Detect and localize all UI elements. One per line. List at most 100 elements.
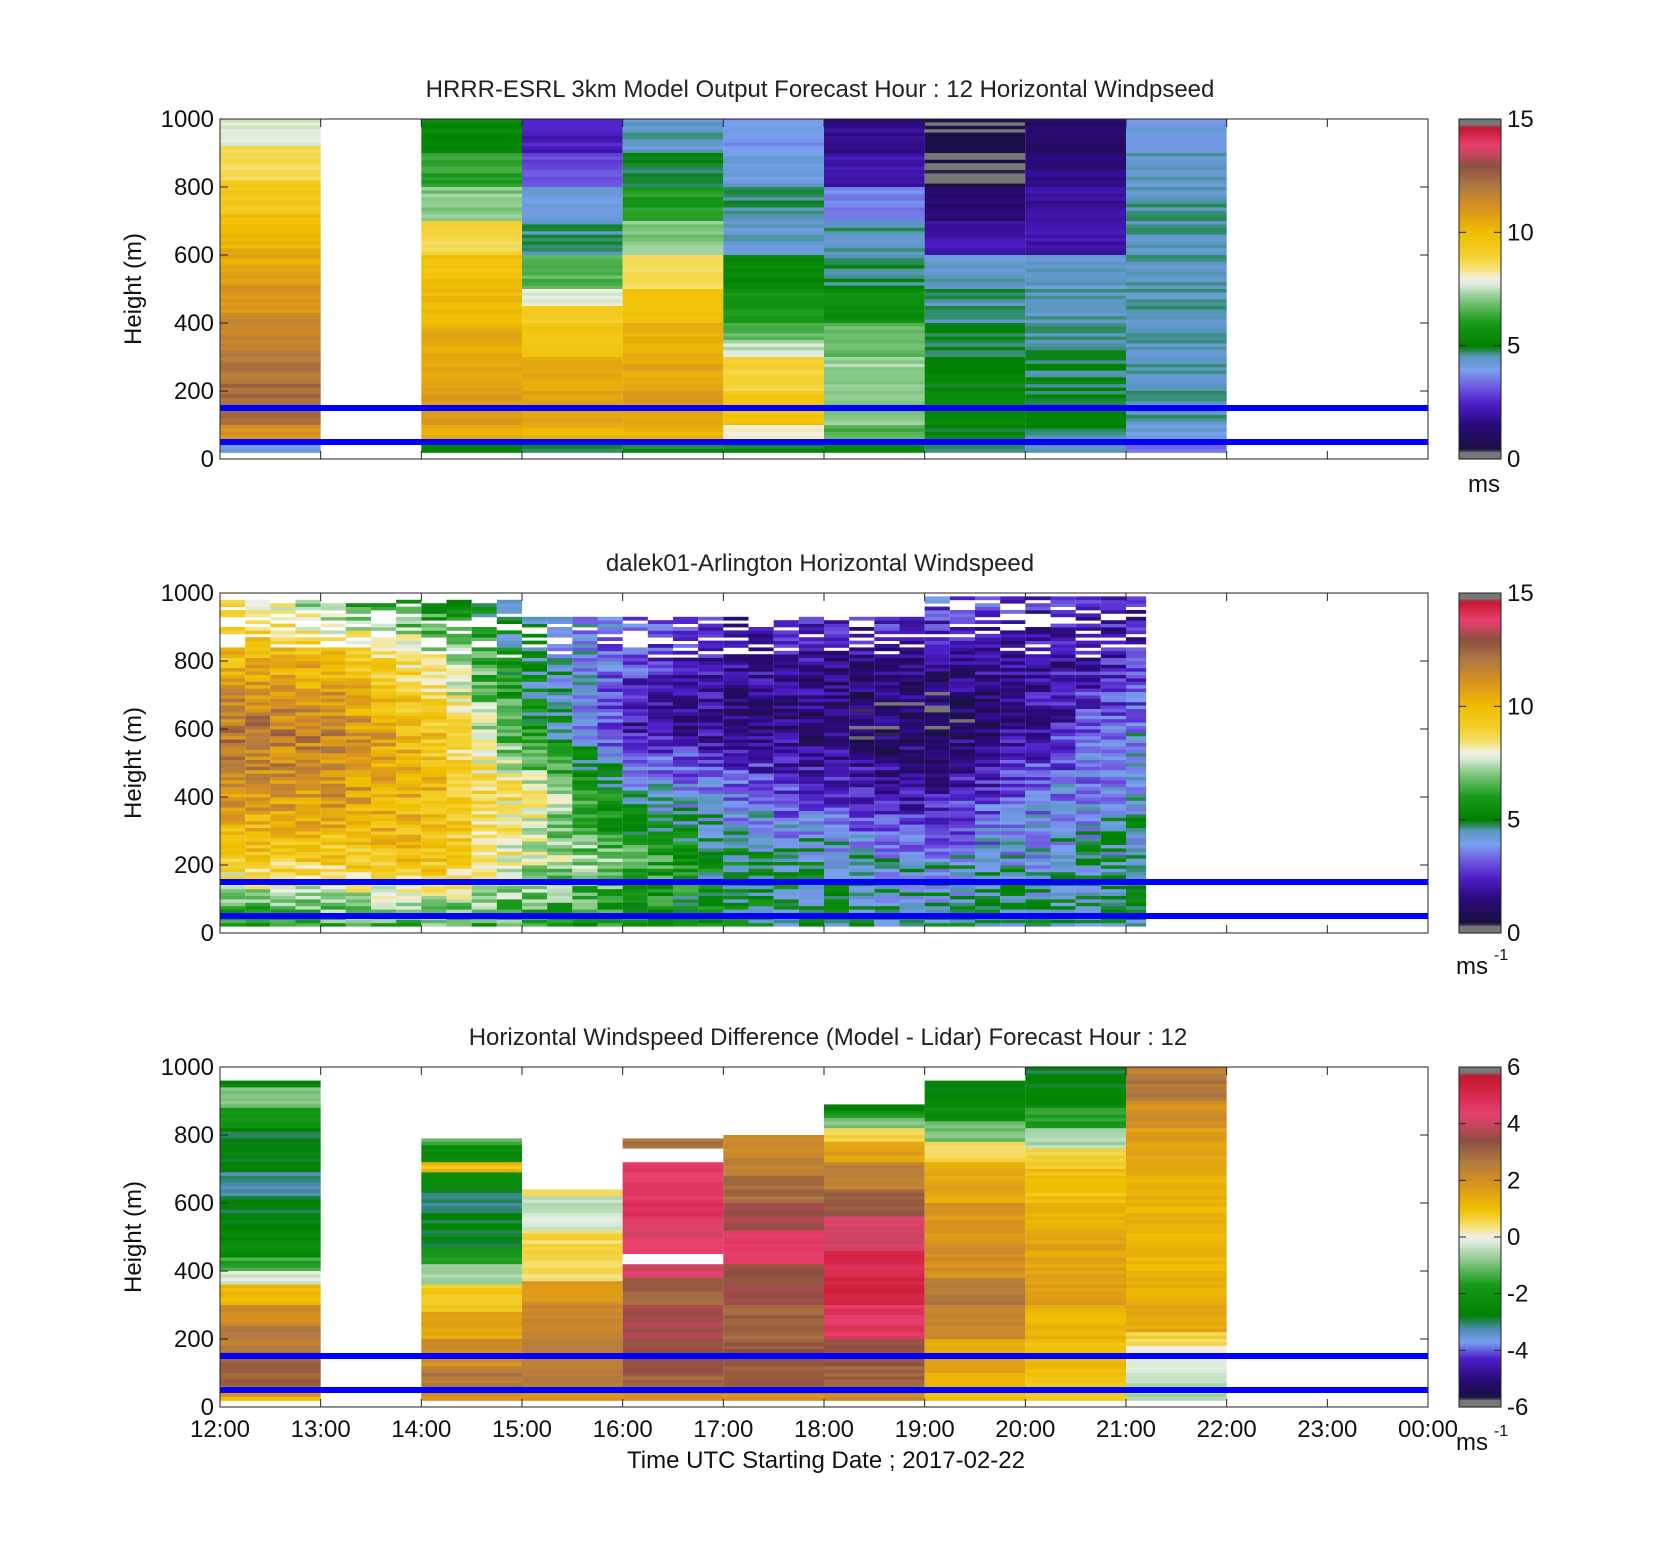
heatmap-cell <box>220 336 321 341</box>
heatmap-cell <box>547 756 573 760</box>
heatmap-cell <box>522 620 548 624</box>
heatmap-cell <box>874 793 900 798</box>
heatmap-cell <box>446 899 472 903</box>
heatmap-cell <box>220 221 321 225</box>
heatmap-cell <box>421 715 447 720</box>
heatmap-cell <box>597 678 623 682</box>
heatmap-cell <box>1025 688 1051 692</box>
heatmap-cell <box>874 851 900 856</box>
heatmap-cell <box>1050 603 1076 607</box>
heatmap-cell <box>572 888 598 893</box>
heatmap-cell <box>1050 865 1076 869</box>
heatmap-cell <box>1100 810 1126 815</box>
heatmap-cell <box>320 783 346 788</box>
heatmap-cell <box>220 241 321 246</box>
heatmap-cell <box>647 885 673 890</box>
heatmap-cell <box>522 132 623 137</box>
heatmap-cell <box>220 848 246 852</box>
colorbar-swatch <box>1459 797 1501 800</box>
heatmap-cell <box>748 875 774 879</box>
heatmap-cell <box>270 803 296 808</box>
heatmap-cell <box>547 817 573 822</box>
heatmap-cell <box>597 654 623 658</box>
colorbar-swatch <box>1459 335 1501 338</box>
heatmap-cell <box>899 756 925 760</box>
heatmap-cell <box>522 684 548 689</box>
heatmap-cell <box>597 905 623 910</box>
heatmap-cell <box>522 176 623 181</box>
heatmap-cell <box>220 1233 321 1238</box>
heatmap-cell <box>1025 919 1051 924</box>
heatmap-cell <box>220 370 321 375</box>
heatmap-cell <box>1126 712 1147 716</box>
heatmap-cell <box>975 650 1001 655</box>
heatmap-cell <box>1000 851 1026 856</box>
heatmap-cell <box>471 650 497 655</box>
heatmap-cell <box>220 1104 321 1109</box>
heatmap-cell <box>471 742 497 747</box>
heatmap-cell <box>345 783 371 788</box>
heatmap-cell <box>446 763 472 767</box>
heatmap-cell <box>899 831 925 835</box>
heatmap-cell <box>849 892 875 896</box>
heatmap-cell <box>522 431 623 436</box>
heatmap-cell <box>471 800 497 805</box>
heatmap-cell <box>924 156 1026 161</box>
heatmap-cell <box>471 654 497 658</box>
heatmap-cell <box>572 759 598 764</box>
colorbar-tick-label: 15 <box>1507 106 1534 133</box>
heatmap-cell <box>320 749 346 754</box>
heatmap-cell <box>320 868 346 873</box>
heatmap-cell <box>622 1393 724 1398</box>
heatmap-cell <box>220 1107 321 1112</box>
heatmap-cell <box>798 766 824 771</box>
heatmap-cell <box>1100 865 1126 869</box>
heatmap-cell <box>924 837 950 842</box>
heatmap-cell <box>849 790 875 794</box>
heatmap-cell <box>522 1240 623 1245</box>
heatmap-cell <box>1126 163 1227 168</box>
heatmap-cell <box>824 922 850 927</box>
heatmap-cell <box>597 919 623 924</box>
heatmap-cell <box>824 387 925 392</box>
heatmap-cell <box>824 844 850 849</box>
heatmap-cell <box>371 684 397 689</box>
heatmap-cell <box>1025 695 1051 699</box>
heatmap-cell <box>1126 684 1147 689</box>
heatmap-cell <box>824 718 850 723</box>
heatmap-cell <box>975 834 1001 839</box>
heatmap-cell <box>824 142 925 147</box>
heatmap-cell <box>949 708 975 713</box>
heatmap-cell <box>496 637 522 641</box>
heatmap-cell <box>396 661 422 665</box>
heatmap-cell <box>1050 766 1076 771</box>
heatmap-cell <box>471 688 497 692</box>
heatmap-cell <box>924 834 950 839</box>
heatmap-cell <box>1050 633 1076 638</box>
heatmap-cell <box>798 834 824 839</box>
heatmap-cell <box>723 176 824 181</box>
heatmap-cell <box>1100 715 1126 720</box>
heatmap-cell <box>647 851 673 856</box>
heatmap-cell <box>698 854 724 859</box>
heatmap-cell <box>723 411 824 416</box>
heatmap-cell <box>1000 722 1026 726</box>
heatmap-cell <box>547 858 573 862</box>
heatmap-cell <box>220 1301 321 1306</box>
heatmap-cell <box>773 661 799 665</box>
heatmap-cell <box>924 299 1026 304</box>
heatmap-cell <box>270 739 296 743</box>
heatmap-cell <box>597 895 623 900</box>
heatmap-cell <box>220 401 321 406</box>
heatmap-cell <box>446 895 472 900</box>
heatmap-cell <box>421 783 447 788</box>
heatmap-cell <box>220 387 321 392</box>
heatmap-cell <box>496 616 522 621</box>
heatmap-cell <box>547 698 573 703</box>
heatmap-cell <box>924 644 950 648</box>
heatmap-cell <box>1025 633 1051 638</box>
heatmap-cell <box>421 1155 522 1160</box>
heatmap-cell <box>421 170 522 174</box>
heatmap-cell <box>371 671 397 675</box>
colorbar-swatch <box>1459 719 1501 722</box>
